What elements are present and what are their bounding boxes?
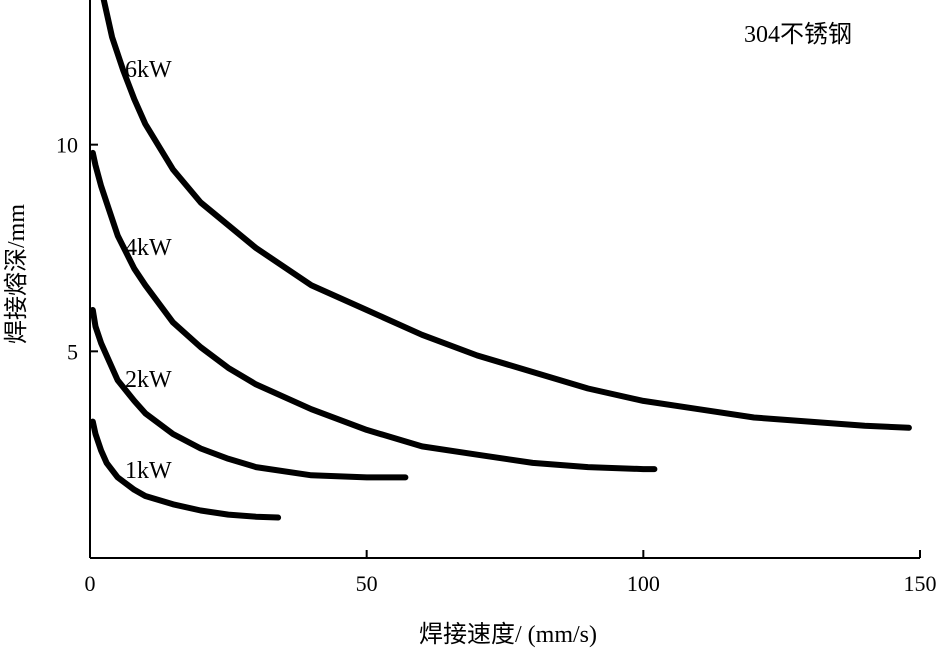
x-tick-label: 150 [904,571,937,596]
series-line-4kW [89,149,658,473]
series-label-4kW: 4kW [125,235,172,261]
y-tick-label: 5 [67,339,78,364]
x-tick-label: 100 [627,571,660,596]
series-label-6kW: 6kW [125,57,172,83]
axes: 0 50 100 150 5 10 [56,0,937,596]
x-tick-label: 0 [85,571,96,596]
series-label-2kW: 2kW [125,367,172,393]
series-label-1kW: 1kW [125,458,172,484]
series-line-1kW [89,418,282,521]
labels: 6kW 4kW 2kW 1kW [125,57,172,484]
series-line-2kW [89,307,409,481]
series-line-6kW [100,0,912,431]
y-axis-title: 焊接熔深/mm [3,204,30,344]
x-tick-label: 50 [356,571,378,596]
material-annotation: 304不锈钢 [744,21,852,48]
x-axis-title: 焊接速度/ (mm/s) [419,621,597,648]
y-tick-label: 10 [56,133,78,158]
series-group [89,0,912,521]
